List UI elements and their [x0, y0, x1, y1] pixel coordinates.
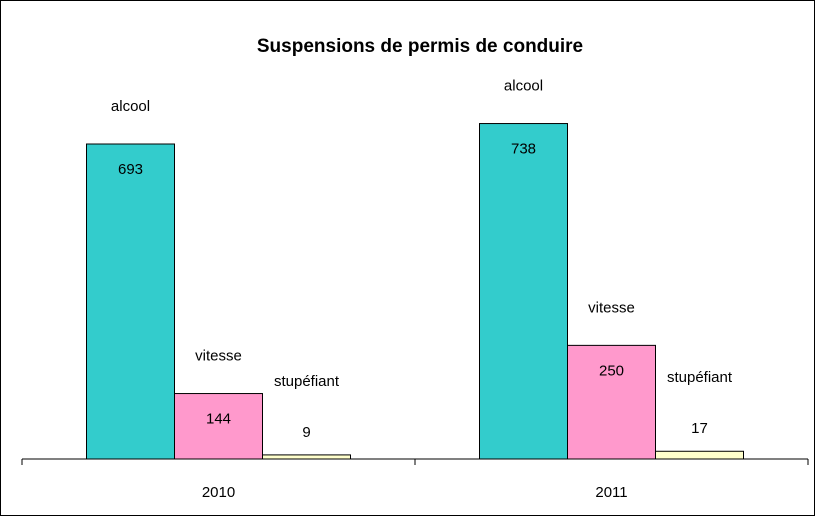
bar — [174, 393, 263, 460]
x-tick-label: 2010 — [202, 484, 235, 501]
data-label: 144 — [206, 411, 231, 428]
x-tick-label: 2011 — [595, 484, 627, 501]
series-label: vitesse — [588, 299, 635, 316]
data-label: 250 — [599, 362, 624, 379]
data-label: 693 — [118, 161, 143, 178]
series-label: vitesse — [195, 348, 242, 365]
data-label: 17 — [691, 420, 708, 437]
data-label: 9 — [302, 424, 310, 441]
series-label: alcool — [111, 98, 150, 115]
bar — [655, 450, 744, 460]
chart-title: Suspensions de permis de conduire — [257, 36, 583, 57]
series-label: stupéfiant — [667, 369, 733, 386]
bar — [479, 123, 568, 460]
bar — [86, 143, 175, 460]
data-label: 738 — [511, 141, 536, 158]
series-label: stupéfiant — [274, 373, 340, 390]
bar — [262, 454, 351, 460]
bar — [567, 344, 656, 460]
series-label: alcool — [504, 78, 543, 95]
